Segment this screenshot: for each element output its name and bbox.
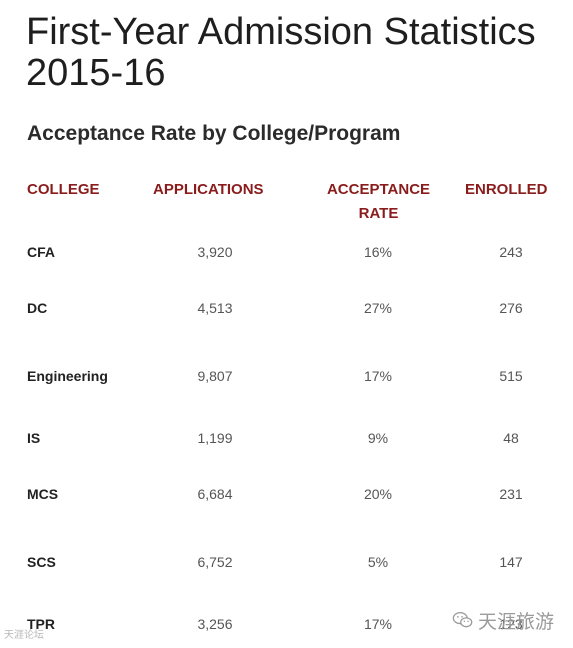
acceptance-rate-value: 20% [363,486,393,502]
college-name: SCS [27,554,56,570]
page-title: First-Year Admission Statistics 2015-16 [26,11,536,94]
wechat-icon [452,612,473,628]
header-acceptance-rate: ACCEPTANCE RATE [326,181,431,222]
applications-value: 4,513 [197,300,233,316]
enrolled-value: 515 [499,368,523,384]
enrolled-value: 147 [499,554,523,570]
acceptance-rate-value: 27% [363,300,393,316]
watermark-right-text: 天涯旅游 [478,611,555,633]
enrolled-value: 48 [503,430,519,446]
college-name: TPR [27,616,55,632]
acceptance-rate-value: 17% [363,616,393,632]
table-row: MCS 6,684 20% 231 [0,483,573,505]
header-college: COLLEGE [27,181,100,198]
applications-value: 3,920 [197,244,233,260]
applications-value: 6,752 [197,554,233,570]
applications-value: 6,684 [197,486,233,502]
enrolled-value: 123 [499,616,523,632]
watermark-left: 天涯论坛 [4,630,44,641]
acceptance-rate-value: 5% [367,554,389,570]
table-row: IS 1,199 9% 48 [0,427,573,449]
college-name: MCS [27,486,59,502]
enrolled-value: 231 [499,486,523,502]
enrolled-value: 243 [499,244,523,260]
applications-value: 1,199 [197,430,233,446]
college-name: CFA [27,244,55,260]
table-subtitle: Acceptance Rate by College/Program [27,122,401,145]
table-row: DC 4,513 27% 276 [0,297,573,319]
college-name: IS [27,430,41,446]
table-row: TPR 3,256 17% 123 [0,613,573,635]
table-row: CFA 3,920 16% 243 [0,241,573,263]
acceptance-rate-value: 9% [367,430,389,446]
enrolled-value: 276 [499,300,523,316]
applications-value: 9,807 [197,368,233,384]
college-name: DC [27,300,48,316]
table-row: Engineering 9,807 17% 515 [0,365,573,387]
acceptance-rate-value: 17% [363,368,393,384]
header-applications: APPLICATIONS [153,181,264,198]
header-enrolled: ENROLLED [465,181,548,198]
college-name: Engineering [27,368,108,384]
applications-value: 3,256 [197,616,233,632]
acceptance-rate-value: 16% [363,244,393,260]
table-row: SCS 6,752 5% 147 [0,551,573,573]
watermark-right: 天涯旅游 [452,606,554,634]
